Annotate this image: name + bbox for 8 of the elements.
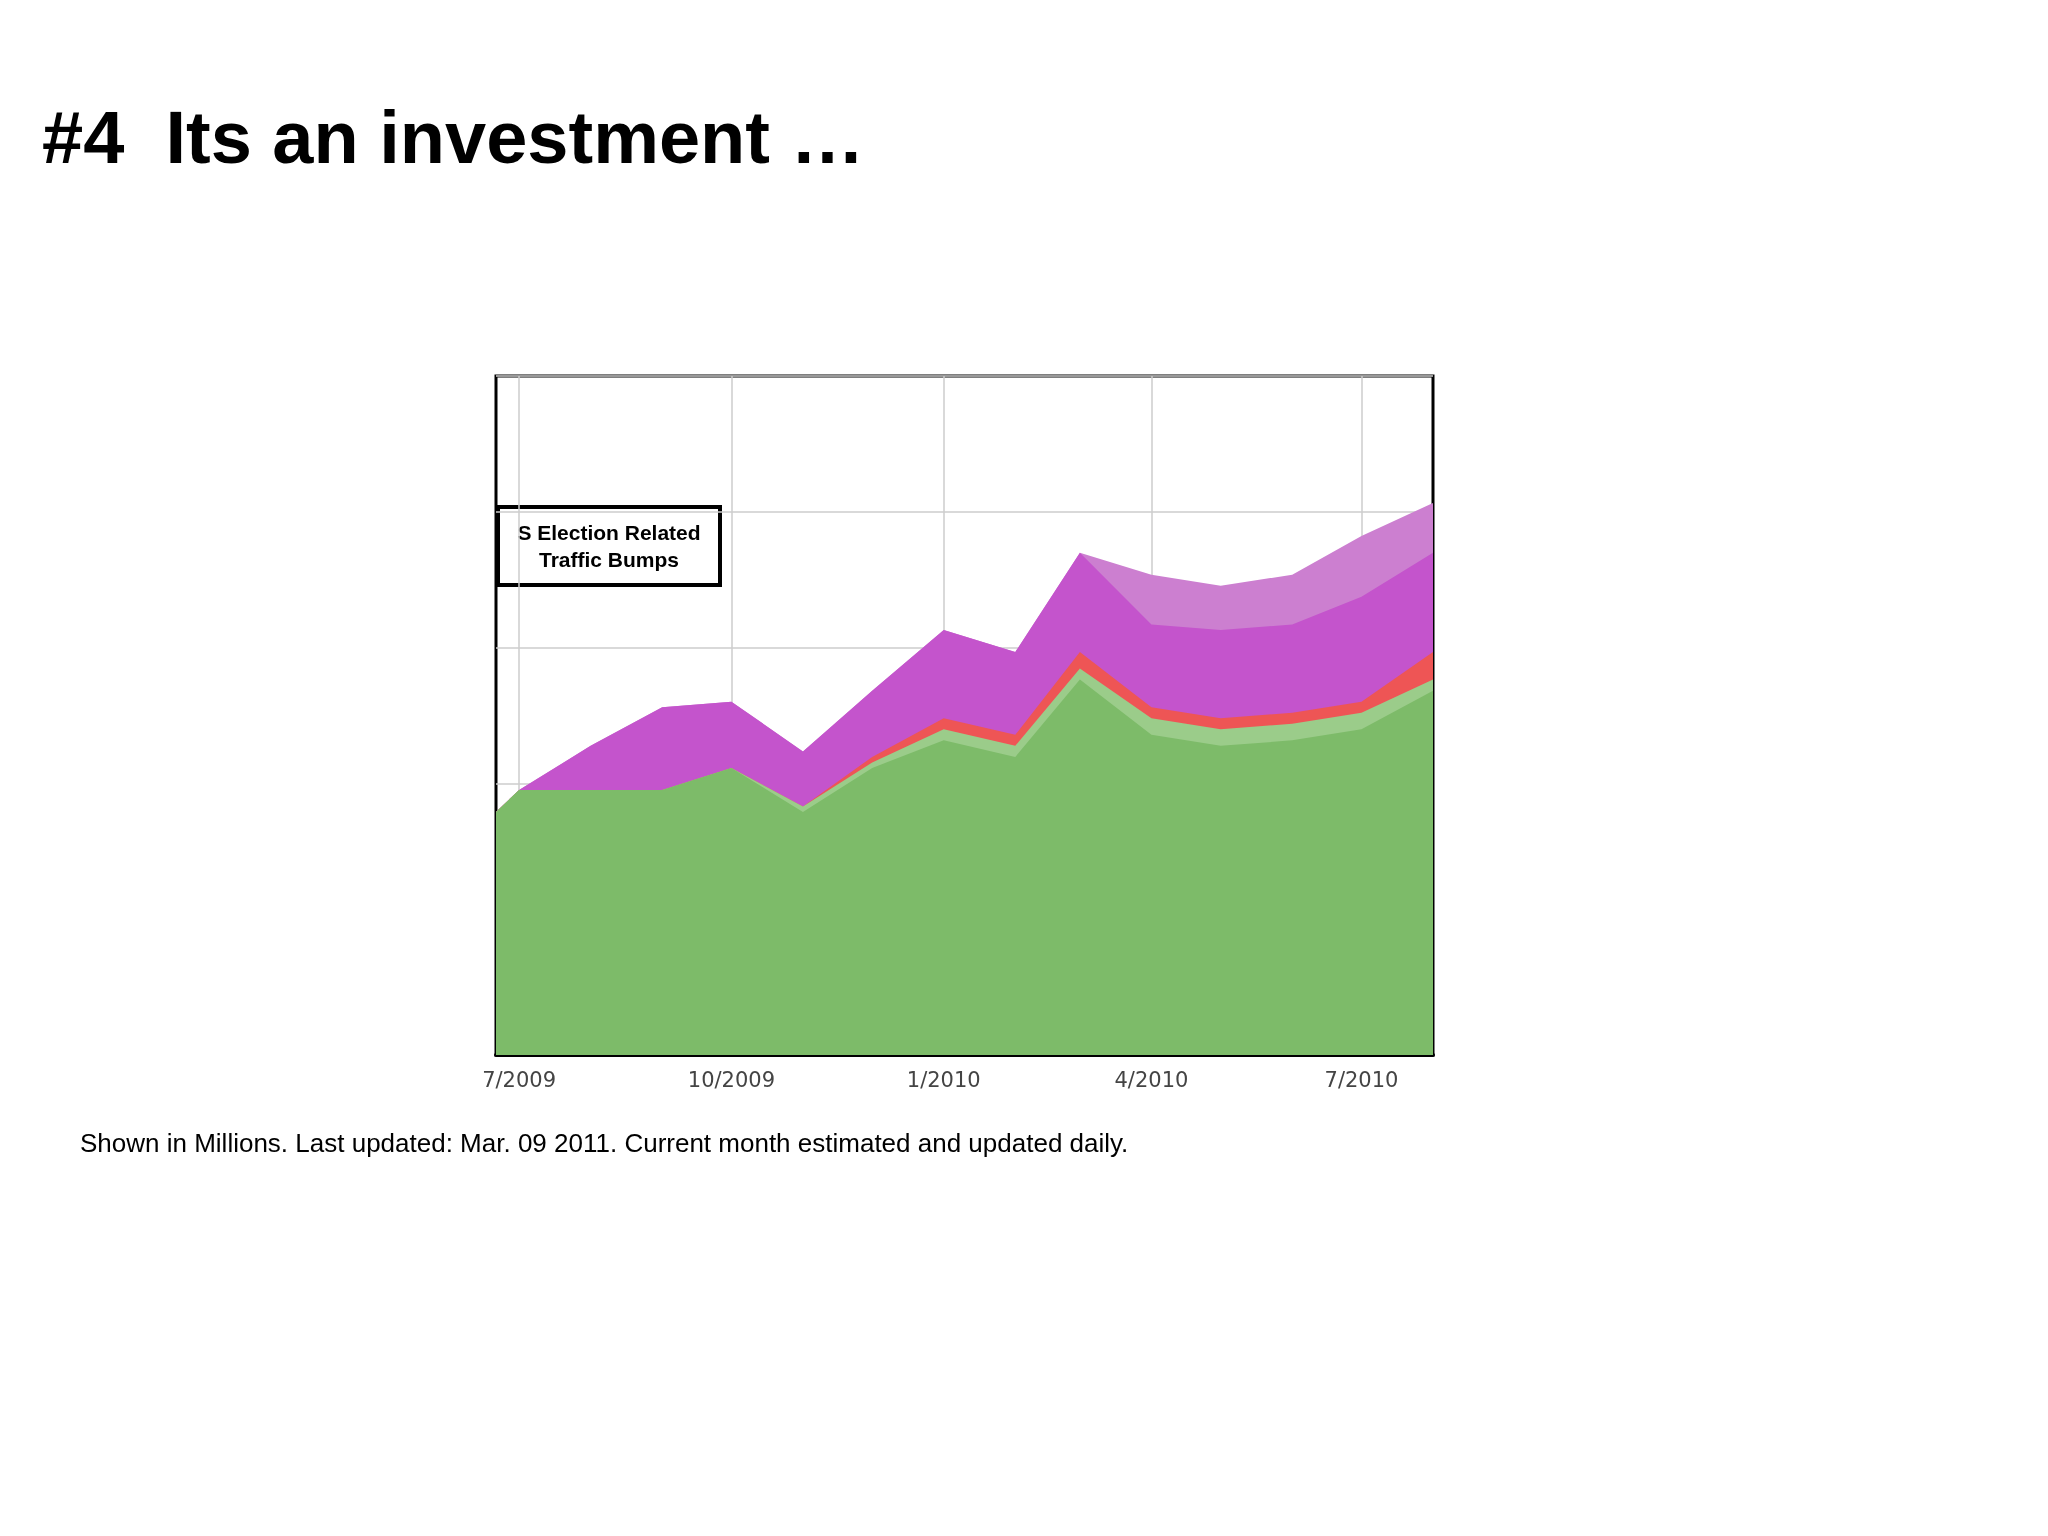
x-tick-label: 7/2009	[482, 1067, 557, 1092]
x-tick-label: 1/2010	[906, 1067, 981, 1092]
x-tick-label: 10/2009	[687, 1067, 776, 1092]
text: Shown in Millions. Last updated: Mar. 09 2011. Current month estimated and updated daily.	[80, 1128, 1129, 1158]
chart-title: #4 Its an investment …	[42, 95, 865, 179]
annotation: S Election Related Traffic Bumps	[517, 521, 701, 571]
x-tick-label: 7/2010	[1324, 1067, 1399, 1092]
x-tick-label: 4/2010	[1114, 1067, 1189, 1092]
